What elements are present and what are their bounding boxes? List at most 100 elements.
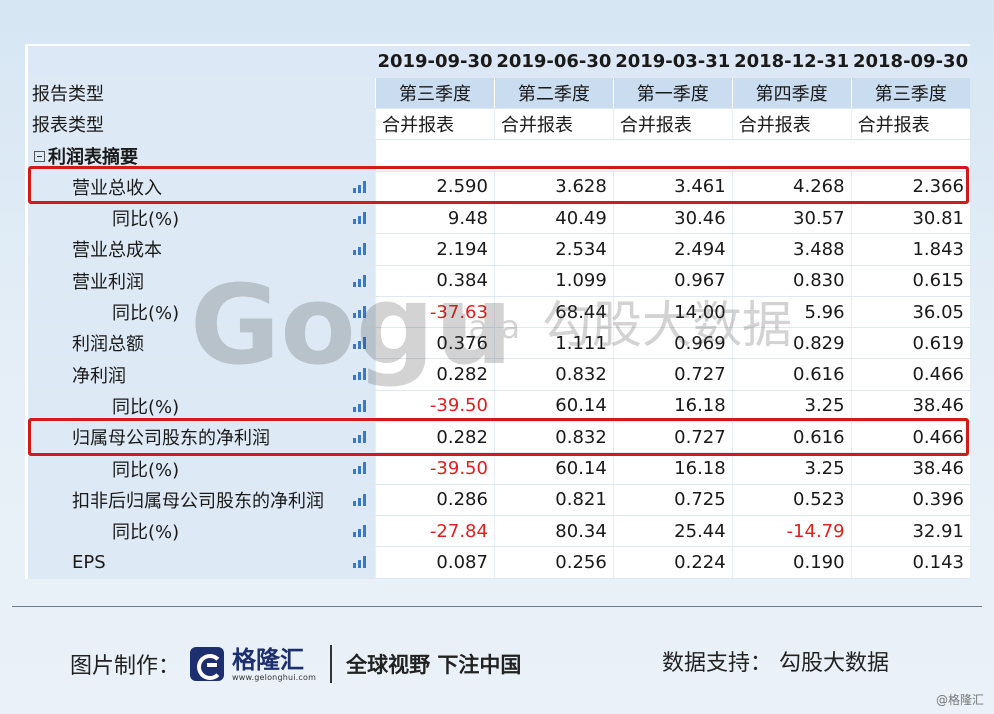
statement-type-cell: 合并报表 (375, 108, 495, 141)
row-label-cell: 扣非后归属母公司股东的净利润 (28, 484, 376, 516)
date-header[interactable]: 2019-03-31 (613, 46, 733, 78)
table-row: EPS 0.087 0.256 0.224 0.190 0.143 (28, 546, 970, 579)
gelonghui-logo-icon (190, 647, 225, 681)
section-label: 利润表摘要 (48, 146, 138, 168)
value-cell: 0.282 (375, 358, 495, 391)
bar-chart-icon[interactable] (353, 274, 367, 287)
value-cell: 4.268 (731, 171, 852, 203)
row-label: 利润总额 (72, 334, 144, 356)
bar-chart-icon[interactable] (353, 243, 367, 256)
value-cell: 1.111 (493, 327, 614, 360)
value-cell: 32.91 (850, 515, 970, 548)
bar-chart-icon[interactable] (353, 368, 367, 381)
statement-type-cell: 合并报表 (850, 108, 970, 141)
bar-chart-icon[interactable] (353, 493, 367, 506)
value-cell: 0.615 (850, 265, 970, 297)
table-row: 同比(%) -27.84 80.34 25.44 -14.79 32.91 (28, 515, 970, 548)
value-cell: 0.832 (493, 358, 614, 391)
value-cell: 1.099 (493, 265, 614, 297)
report-type-cell: 第二季度 (493, 77, 614, 110)
collapse-icon[interactable] (34, 150, 45, 162)
value-cell: 0.832 (493, 421, 614, 454)
bar-chart-icon[interactable] (353, 431, 367, 444)
value-cell: 0.224 (612, 546, 733, 579)
value-cell: 38.46 (850, 390, 970, 423)
value-cell: 9.48 (375, 202, 495, 235)
table-row: 同比(%) -37.63 68.44 14.00 5.96 36.05 (28, 296, 970, 329)
value-cell: 5.96 (731, 296, 852, 329)
value-cell: 1.843 (850, 233, 970, 266)
bar-chart-icon[interactable] (353, 399, 367, 412)
report-type-label: 报告类型 (28, 77, 376, 110)
bar-chart-icon[interactable] (353, 337, 367, 350)
value-cell: 0.830 (731, 265, 852, 297)
section-header[interactable]: 利润表摘要 (28, 139, 376, 172)
table-row: 同比(%) -39.50 60.14 16.18 3.25 38.46 (28, 390, 970, 423)
row-label: 同比(%) (112, 396, 180, 418)
value-cell: -37.63 (375, 296, 495, 329)
value-cell: 0.376 (375, 327, 495, 360)
row-label: 同比(%) (112, 522, 180, 544)
date-header[interactable]: 2018-12-31 (732, 46, 852, 78)
row-label: 净利润 (72, 365, 126, 387)
income-statement-table: 2019-09-30 2019-06-30 2019-03-31 2018-12… (28, 46, 970, 579)
value-cell: 0.087 (375, 546, 495, 579)
row-label-cell: 营业利润 (28, 265, 376, 297)
value-cell: 25.44 (612, 515, 733, 548)
row-label-cell: 归属母公司股东的净利润 (28, 421, 376, 454)
value-cell: 0.396 (850, 484, 970, 516)
value-cell: 80.34 (493, 515, 614, 548)
value-cell: 60.14 (493, 452, 614, 485)
table-row: 营业总收入 2.590 3.628 3.461 4.268 2.366 (28, 171, 970, 203)
bar-chart-icon[interactable] (353, 524, 367, 537)
value-cell: 16.18 (612, 452, 733, 485)
row-label-cell: 同比(%) (28, 452, 376, 485)
value-cell: 0.282 (375, 421, 495, 454)
value-cell: 30.46 (612, 202, 733, 235)
value-cell: 14.00 (612, 296, 733, 329)
value-cell: 2.494 (612, 233, 733, 266)
value-cell: 0.829 (731, 327, 852, 360)
value-cell: 0.143 (850, 546, 970, 579)
report-type-cell: 第三季度 (375, 77, 495, 110)
table-row: 利润总额 0.376 1.111 0.969 0.829 0.619 (28, 327, 970, 360)
value-cell: 3.488 (731, 233, 852, 266)
value-cell: -27.84 (375, 515, 495, 548)
table-row: 营业总成本 2.194 2.534 2.494 3.488 1.843 (28, 233, 970, 266)
value-cell: 0.727 (612, 421, 733, 454)
value-cell: 30.57 (731, 202, 852, 235)
bar-chart-icon[interactable] (353, 556, 367, 569)
row-label: EPS (72, 551, 106, 573)
bar-chart-icon[interactable] (353, 211, 367, 224)
bar-chart-icon[interactable] (353, 305, 367, 318)
row-label-cell: 利润总额 (28, 327, 376, 360)
value-cell: 0.821 (493, 484, 614, 516)
table-row: 净利润 0.282 0.832 0.727 0.616 0.466 (28, 358, 970, 391)
highlight-box-net-profit-parent (28, 418, 969, 456)
corner-watermark: @格隆汇 (935, 693, 984, 707)
row-label: 同比(%) (112, 209, 180, 231)
report-type-cell: 第三季度 (850, 77, 970, 110)
highlight-box-revenue (28, 166, 969, 204)
value-cell: 36.05 (850, 296, 970, 329)
date-header[interactable]: 2019-09-30 (375, 46, 495, 78)
value-cell: 0.616 (731, 421, 852, 454)
bar-chart-icon[interactable] (353, 180, 367, 193)
statement-type-label: 报表类型 (28, 108, 376, 141)
value-cell: 0.725 (612, 484, 733, 516)
value-cell: 0.619 (850, 327, 970, 360)
slogan: 全球视野 下注中国 (346, 653, 522, 677)
report-type-cell: 第四季度 (731, 77, 852, 110)
logo-text: 格隆汇 www.gelonghui.com (232, 647, 316, 682)
bar-chart-icon[interactable] (353, 462, 367, 475)
row-label-cell: 同比(%) (28, 296, 376, 329)
row-label: 同比(%) (112, 303, 180, 325)
data-support: 数据支持： 勾股大数据 (662, 651, 889, 676)
value-cell: 3.461 (612, 171, 733, 203)
row-label: 营业总收入 (72, 177, 162, 199)
date-header[interactable]: 2019-06-30 (494, 46, 614, 78)
date-header[interactable]: 2018-09-30 (851, 46, 970, 78)
value-cell: 3.628 (493, 171, 614, 203)
table-row: 扣非后归属母公司股东的净利润 0.286 0.821 0.725 0.523 0.396 (28, 484, 970, 516)
value-cell: 3.25 (731, 452, 852, 485)
